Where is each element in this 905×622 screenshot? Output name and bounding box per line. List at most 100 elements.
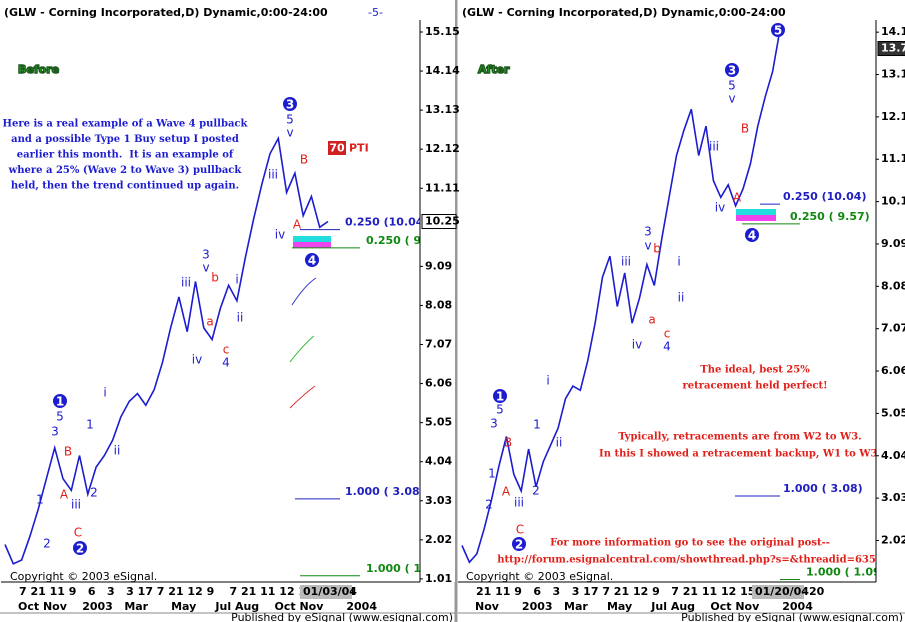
- chart-panel: (GLW - Corning Incorporated,D) Dynamic,0…: [0, 6, 461, 622]
- y-tick-label: 11.11: [881, 152, 905, 165]
- wave-circle: [771, 23, 785, 37]
- chart-title: (GLW - Corning Incorporated,D) Dynamic,0…: [462, 6, 786, 19]
- wave-label: 5: [774, 24, 782, 38]
- wave-label: 3: [286, 98, 294, 112]
- sketch-line: [289, 385, 316, 409]
- annotation: For more information go to see the origi…: [550, 538, 830, 549]
- wave-label: B: [64, 445, 72, 459]
- wave-circle: [745, 228, 759, 242]
- wave-label: a: [206, 315, 213, 329]
- y-tick-label: 7.07: [881, 322, 905, 335]
- wave-label: ii: [114, 444, 121, 458]
- wave-label: i: [677, 255, 680, 269]
- wave-label: a: [648, 313, 655, 327]
- wave-label: iv: [275, 228, 285, 242]
- y-tick-label: 13.13: [425, 103, 460, 116]
- price-line: [461, 29, 781, 564]
- annotation: In this I showed a retracement backup, W…: [599, 449, 881, 460]
- date-box-label: 01/20/04: [755, 585, 809, 598]
- wave-label: iii: [621, 255, 631, 269]
- wave-label: 2: [90, 486, 98, 500]
- wave-label: 3: [202, 248, 210, 262]
- wave-label: 1: [488, 467, 496, 481]
- level-label: 0.250 (10.04): [345, 216, 428, 229]
- watermark: After: [478, 63, 510, 76]
- wave-label: A: [293, 218, 302, 232]
- sketch-line: [291, 277, 317, 306]
- badge-number: 70: [329, 142, 345, 155]
- level-label: 1.000 ( 3.08): [345, 485, 425, 498]
- annotation: Typically, retracements are from W2 to W…: [618, 432, 861, 443]
- title-suffix: -5-: [368, 6, 383, 19]
- wave-label: B: [741, 122, 749, 136]
- wave-label: 3: [644, 225, 652, 239]
- wave-label: 4: [308, 254, 316, 268]
- x-day-labels: 7 21 11 9 6 3 3 17 7 21 12 9 7 21 11 12 …: [19, 585, 356, 598]
- y-tick-label: 9.09: [881, 237, 905, 250]
- chart-panel: (GLW - Corning Incorporated,D) Dynamic,0…: [458, 0, 905, 622]
- level-label: 0.250 ( 9.57): [790, 210, 870, 223]
- wave-label: iii: [181, 276, 191, 290]
- axis-background: [876, 0, 905, 582]
- wave-label: 1: [533, 418, 541, 432]
- wave-circle: [305, 253, 319, 267]
- wave-label: B: [300, 153, 308, 167]
- wave-label: 1: [496, 390, 504, 404]
- wave-label: i: [103, 386, 106, 400]
- date-box: [752, 585, 804, 599]
- wave-label: 5: [286, 113, 294, 127]
- wave-label: c: [223, 343, 230, 357]
- wave-label: 1: [36, 493, 44, 507]
- annotation: earlier this month. It is an example of: [17, 150, 234, 161]
- publisher: Published by eSignal (www.esignal.com): [231, 611, 453, 622]
- wave-circle: [53, 394, 67, 408]
- wave-label: 1: [86, 418, 94, 432]
- date-box: [300, 585, 352, 599]
- wave-label: 5: [728, 79, 736, 93]
- x-day-labels: 21 11 9 6 3 3 17 7 21 12 9 7 21 11 12 15…: [476, 585, 825, 598]
- y-tick-label: 12.12: [425, 142, 460, 155]
- wave-label: 3: [490, 417, 498, 431]
- y-tick-label: 2.02: [881, 533, 905, 546]
- last-price-box: [877, 41, 905, 57]
- y-tick-label: 13.13: [881, 68, 905, 81]
- wave-label: v: [202, 261, 209, 275]
- y-tick-label: 15.15: [425, 25, 460, 38]
- y-tick-label: 10.1: [881, 195, 905, 208]
- chart-title: (GLW - Corning Incorporated,D) Dynamic,0…: [4, 6, 328, 19]
- wave-label: ii: [556, 436, 563, 450]
- level-label: 1.000 ( 3.08): [783, 482, 863, 495]
- wave-label: 1: [56, 395, 64, 409]
- wave-label: iv: [192, 353, 202, 367]
- badge-text: PTI: [349, 142, 369, 155]
- wave-label: iii: [514, 496, 524, 510]
- wave-label: A: [502, 485, 511, 499]
- wave-label: i: [235, 273, 238, 287]
- wave-label: c: [664, 327, 671, 341]
- wave-label: iii: [71, 498, 81, 512]
- y-tick-label: 7.07: [425, 338, 452, 351]
- publisher: Published by eSignal (www.esignal.com): [681, 611, 903, 622]
- annotation: and a possible Type 1 Buy setup I posted: [11, 134, 239, 145]
- y-tick-label: 4.04: [425, 455, 452, 468]
- level-label: 0.250 (10.04): [783, 190, 866, 203]
- x-month-labels: Nov 2003 Mar May Jul Aug Oct Nov 2004: [475, 600, 813, 613]
- wave-label: 5: [56, 410, 64, 424]
- marker-box: [293, 242, 331, 248]
- wave-label: iii: [268, 168, 278, 182]
- y-tick-label: 6.06: [425, 377, 452, 390]
- y-tick-label: 11.11: [425, 181, 460, 194]
- annotation: Here is a real example of a Wave 4 pullb…: [3, 119, 249, 130]
- wave-label: 2: [76, 542, 84, 556]
- wave-circle: [73, 541, 87, 555]
- y-tick-label: 8.08: [881, 279, 905, 292]
- last-price-label: 10.25: [425, 215, 460, 228]
- wave-label: i: [546, 374, 549, 388]
- y-tick-label: 3.03: [881, 491, 905, 504]
- wave-label: C: [516, 523, 524, 537]
- wave-label: 2: [515, 538, 523, 552]
- price-line: [4, 135, 329, 565]
- y-tick-label: 14.14: [425, 64, 460, 77]
- wave-circle: [725, 63, 739, 77]
